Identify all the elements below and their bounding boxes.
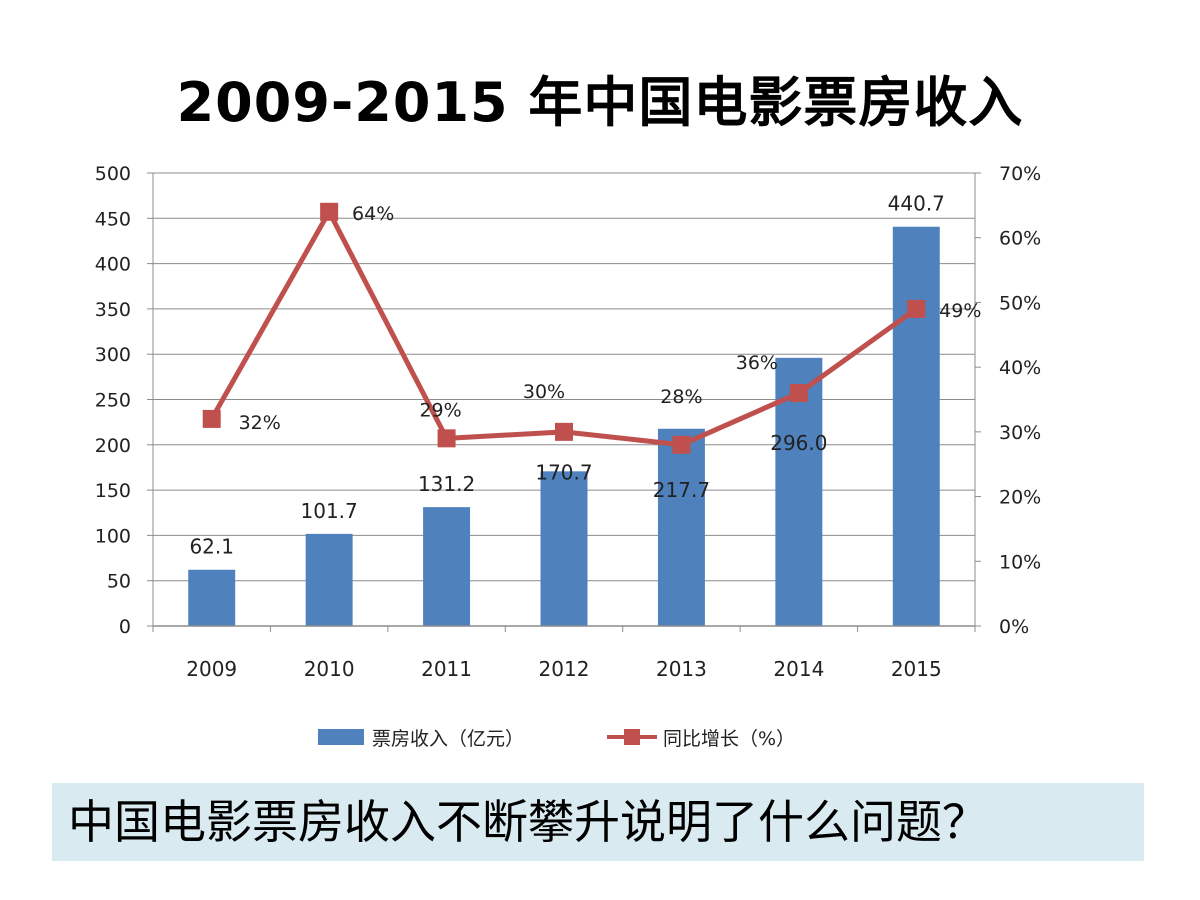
line-value-label: 30%	[523, 381, 565, 403]
x-axis-tick-label: 2011	[421, 657, 472, 681]
legend-line-marker	[624, 729, 640, 745]
bar-value-label: 62.1	[189, 535, 234, 559]
legend-line-label: 同比增长（%）	[663, 728, 795, 750]
x-axis-tick-label: 2012	[539, 657, 590, 681]
left-axis-tick-label: 350	[95, 299, 131, 321]
line-marker	[907, 299, 926, 318]
line-value-label: 49%	[939, 300, 981, 322]
left-axis-tick-label: 0	[119, 616, 131, 638]
bar-value-label: 440.7	[888, 192, 945, 216]
left-axis-tick-label: 100	[95, 525, 131, 547]
right-axis-tick-label: 20%	[999, 487, 1041, 509]
right-axis-tick-label: 30%	[999, 422, 1041, 444]
bar	[305, 533, 353, 626]
line-marker	[672, 435, 691, 454]
line-series	[202, 202, 926, 454]
x-axis-tick-label: 2009	[186, 657, 237, 681]
bar-value-label: 101.7	[301, 499, 358, 523]
left-axis-tick-label: 250	[95, 390, 131, 412]
bar-value-label: 217.7	[653, 478, 710, 502]
right-axis-tick-label: 0%	[999, 616, 1029, 638]
combo-chart: 0 50 100 150 200 250 300 350 400 450 500 0% 10% 20% 30…	[95, 163, 1042, 750]
right-axis-tick-label: 70%	[999, 163, 1041, 185]
line-value-label: 64%	[352, 203, 394, 225]
bar	[423, 507, 471, 626]
left-axis-tick-label: 400	[95, 254, 131, 276]
line-value-label: 36%	[736, 352, 778, 374]
legend: 票房收入（亿元） 同比增长（%）	[318, 728, 795, 750]
line-marker	[202, 409, 221, 428]
x-axis-tick-label: 2014	[773, 657, 824, 681]
line-value-label: 29%	[419, 399, 461, 421]
legend-bar-swatch	[318, 729, 364, 745]
chart-title: 2009-2015 年中国电影票房收入	[176, 71, 1024, 134]
legend-bar-label: 票房收入（亿元）	[372, 728, 524, 750]
line-value-label: 32%	[239, 412, 281, 434]
question-text: 中国电影票房收入不断攀升说明了什么问题？	[68, 795, 988, 849]
right-axis-tick-label: 40%	[999, 357, 1041, 379]
axes: 0 50 100 150 200 250 300 350 400 450 500 0% 10% 20% 30…	[95, 163, 1042, 681]
bar-value-label: 170.7	[535, 460, 592, 484]
left-axis-tick-label: 150	[95, 480, 131, 502]
bar	[657, 428, 705, 626]
line-marker	[789, 384, 808, 403]
line-value-label: 28%	[660, 386, 702, 408]
x-axis-tick-label: 2015	[891, 657, 942, 681]
left-axis-tick-label: 200	[95, 435, 131, 457]
bar	[892, 226, 940, 626]
bar-value-label: 296.0	[770, 431, 827, 455]
left-axis-tick-label: 450	[95, 208, 131, 230]
bar-value-label: 131.2	[418, 472, 475, 496]
line-marker	[320, 202, 339, 221]
left-axis-tick-label: 300	[95, 344, 131, 366]
right-axis-tick-label: 10%	[999, 551, 1041, 573]
bar-series	[188, 226, 940, 626]
bar	[188, 569, 236, 626]
left-axis-tick-label: 500	[95, 163, 131, 185]
right-axis-tick-label: 50%	[999, 292, 1041, 314]
line-marker	[555, 422, 573, 441]
left-axis-tick-label: 50	[107, 571, 131, 593]
bar	[540, 471, 588, 626]
question-banner	[52, 783, 1144, 861]
x-axis-tick-label: 2010	[304, 657, 355, 681]
line-marker	[437, 429, 456, 448]
x-axis-tick-label: 2013	[656, 657, 707, 681]
right-axis-tick-label: 60%	[999, 228, 1041, 250]
data-labels: 62.1 101.7 131.2 170.7 217.7 296.0 440.7 32% 64%…	[189, 192, 981, 559]
